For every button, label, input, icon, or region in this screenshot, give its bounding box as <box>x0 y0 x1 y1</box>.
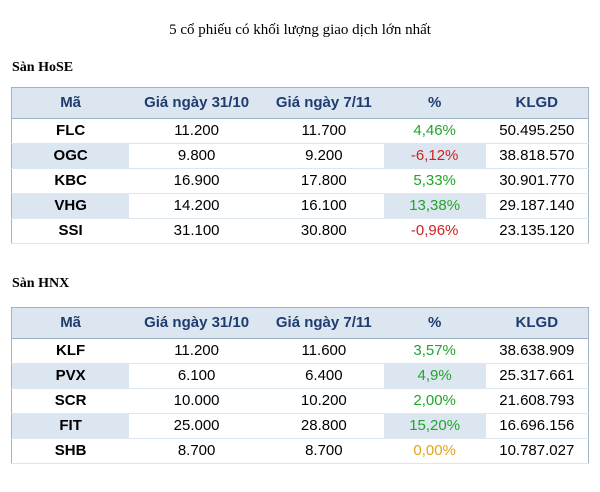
table-row: KBC 16.900 17.800 5,33% 30.901.770 <box>11 168 589 194</box>
table-row: VHG 14.200 16.100 13,38% 29.187.140 <box>11 193 589 219</box>
header-price-711: Giá ngày 7/11 <box>263 307 384 339</box>
stock-code-cell: KLF <box>11 338 130 364</box>
price-3110-cell: 16.900 <box>129 168 264 194</box>
header-volume: KLGD <box>485 307 589 339</box>
stock-code-cell: KBC <box>11 168 130 194</box>
price-711-cell: 9.200 <box>263 143 384 169</box>
volume-cell: 38.638.909 <box>485 338 589 364</box>
stock-code-cell: SCR <box>11 388 130 414</box>
stock-code-cell: FLC <box>11 118 130 144</box>
table-row: FIT 25.000 28.800 15,20% 16.696.156 <box>11 413 589 439</box>
stock-code-cell: SSI <box>11 218 130 244</box>
price-711-cell: 30.800 <box>263 218 384 244</box>
stock-code-cell: PVX <box>11 363 130 389</box>
volume-cell: 21.608.793 <box>485 388 589 414</box>
percent-change-cell: 15,20% <box>383 413 486 439</box>
price-3110-cell: 8.700 <box>129 438 264 464</box>
header-percent: % <box>383 307 486 339</box>
stock-code-cell: SHB <box>11 438 130 464</box>
volume-cell: 50.495.250 <box>485 118 589 144</box>
price-711-cell: 16.100 <box>263 193 384 219</box>
price-711-cell: 11.700 <box>263 118 384 144</box>
percent-change-cell: 4,9% <box>383 363 486 389</box>
price-711-cell: 11.600 <box>263 338 384 364</box>
header-price-3110: Giá ngày 31/10 <box>129 87 264 119</box>
price-711-cell: 28.800 <box>263 413 384 439</box>
price-711-cell: 17.800 <box>263 168 384 194</box>
header-volume: KLGD <box>485 87 589 119</box>
header-percent: % <box>383 87 486 119</box>
price-3110-cell: 31.100 <box>129 218 264 244</box>
stock-code-cell: VHG <box>11 193 130 219</box>
hnx-table: Mã Giá ngày 31/10 Giá ngày 7/11 % KLGD K… <box>11 307 589 464</box>
price-3110-cell: 11.200 <box>129 338 264 364</box>
volume-cell: 38.818.570 <box>485 143 589 169</box>
price-3110-cell: 14.200 <box>129 193 264 219</box>
table-row: OGC 9.800 9.200 -6,12% 38.818.570 <box>11 143 589 169</box>
stock-code-cell: FIT <box>11 413 130 439</box>
percent-change-cell: -6,12% <box>383 143 486 169</box>
percent-change-cell: 13,38% <box>383 193 486 219</box>
percent-change-cell: 5,33% <box>383 168 486 194</box>
section-label-hnx: Sàn HNX <box>12 276 70 291</box>
percent-change-cell: -0,96% <box>383 218 486 244</box>
price-711-cell: 6.400 <box>263 363 384 389</box>
table-row: KLF 11.200 11.600 3,57% 38.638.909 <box>11 338 589 364</box>
volume-cell: 25.317.661 <box>485 363 589 389</box>
header-code: Mã <box>11 307 130 339</box>
percent-change-cell: 3,57% <box>383 338 486 364</box>
page-title: 5 cổ phiếu có khối lượng giao dịch lớn n… <box>169 22 431 38</box>
price-711-cell: 8.700 <box>263 438 384 464</box>
percent-change-cell: 0,00% <box>383 438 486 464</box>
header-code: Mã <box>11 87 130 119</box>
table-row: SCR 10.000 10.200 2,00% 21.608.793 <box>11 388 589 414</box>
hnx-table-body: KLF 11.200 11.600 3,57% 38.638.909 PVX 6.100 6.… <box>11 338 589 464</box>
price-3110-cell: 6.100 <box>129 363 264 389</box>
percent-change-cell: 4,46% <box>383 118 486 144</box>
hose-table-body: FLC 11.200 11.700 4,46% 50.495.250 OGC 9.800 9.… <box>11 118 589 244</box>
stock-code-cell: OGC <box>11 143 130 169</box>
price-711-cell: 10.200 <box>263 388 384 414</box>
header-price-711: Giá ngày 7/11 <box>263 87 384 119</box>
section-label-hose: Sàn HoSE <box>12 60 74 75</box>
volume-cell: 10.787.027 <box>485 438 589 464</box>
price-3110-cell: 25.000 <box>129 413 264 439</box>
header-price-3110: Giá ngày 31/10 <box>129 307 264 339</box>
percent-change-cell: 2,00% <box>383 388 486 414</box>
table-header-row: Mã Giá ngày 31/10 Giá ngày 7/11 % KLGD <box>11 87 589 119</box>
table-row: SSI 31.100 30.800 -0,96% 23.135.120 <box>11 218 589 244</box>
hose-table: Mã Giá ngày 31/10 Giá ngày 7/11 % KLGD F… <box>11 87 589 244</box>
price-3110-cell: 9.800 <box>129 143 264 169</box>
volume-cell: 16.696.156 <box>485 413 589 439</box>
price-3110-cell: 10.000 <box>129 388 264 414</box>
volume-cell: 30.901.770 <box>485 168 589 194</box>
table-header-row: Mã Giá ngày 31/10 Giá ngày 7/11 % KLGD <box>11 307 589 339</box>
volume-cell: 29.187.140 <box>485 193 589 219</box>
table-row: SHB 8.700 8.700 0,00% 10.787.027 <box>11 438 589 464</box>
table-row: FLC 11.200 11.700 4,46% 50.495.250 <box>11 118 589 144</box>
volume-cell: 23.135.120 <box>485 218 589 244</box>
table-row: PVX 6.100 6.400 4,9% 25.317.661 <box>11 363 589 389</box>
price-3110-cell: 11.200 <box>129 118 264 144</box>
